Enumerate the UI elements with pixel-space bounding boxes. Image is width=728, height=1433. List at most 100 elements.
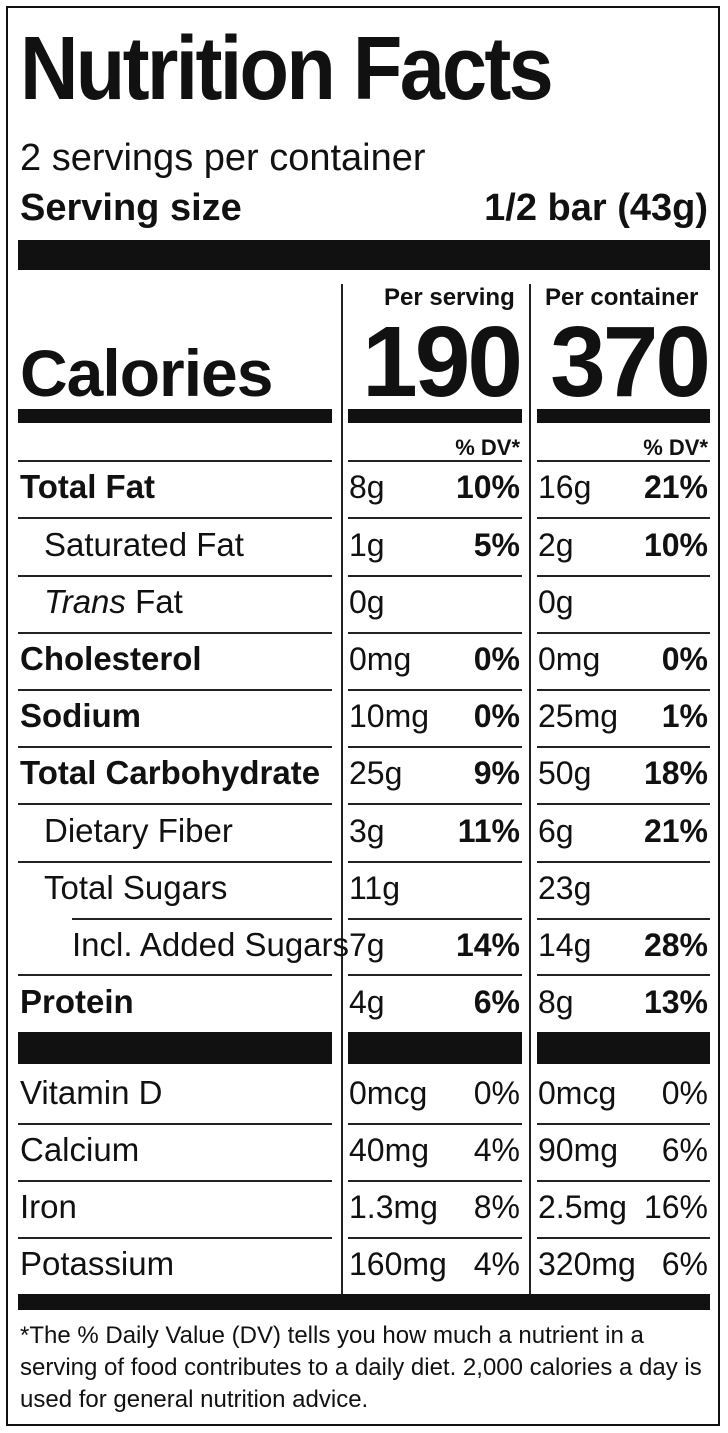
container-dv: 13% [643, 984, 708, 1020]
column-divider-left [341, 284, 343, 1294]
row-divider [537, 1180, 710, 1182]
row-divider [537, 918, 710, 920]
serving-amount: 160mg [349, 1246, 447, 1282]
serving-amount: 0mcg [349, 1075, 428, 1111]
row-divider [348, 1123, 522, 1125]
daily-value-footnote: *The % Daily Value (DV) tells you how mu… [20, 1322, 702, 1413]
serving-size-value: 1/2 bar (43g) [484, 187, 708, 229]
thick-divider-vitamins-label [18, 1032, 332, 1064]
serving-amount: 3g [349, 813, 385, 849]
serving-amount: 25g [349, 755, 403, 791]
row-divider [18, 861, 332, 863]
container-dv: 1% [661, 698, 708, 734]
calories-per-container: 370 [550, 306, 711, 418]
container-dv: 6% [661, 1246, 708, 1282]
per-serving-heading: Per serving [384, 284, 515, 311]
servings-per-container: 2 servings per container [20, 137, 426, 179]
bottom-divider [18, 1294, 710, 1310]
label-title: Nutrition Facts [20, 19, 554, 119]
thick-divider-vitamins-container [537, 1032, 710, 1064]
row-divider [348, 517, 522, 519]
row-divider [18, 1237, 332, 1239]
row-divider [537, 1237, 710, 1239]
serving-dv: 0% [473, 1075, 520, 1111]
serving-dv: 5% [473, 527, 520, 563]
serving-dv: 10% [455, 469, 520, 505]
container-amount: 16g [538, 469, 592, 505]
row-divider [18, 632, 332, 634]
trans-italic: Trans [44, 583, 126, 620]
row-divider [537, 1123, 710, 1125]
serving-amount: 0g [349, 584, 385, 620]
serving-amount: 11g [349, 870, 401, 906]
row-divider [18, 974, 332, 976]
row-divider [18, 1180, 332, 1182]
vitamin-label-calcium: Calcium [20, 1131, 140, 1168]
vitamin-label-vitamin-d: Vitamin D [20, 1074, 163, 1111]
row-divider [537, 974, 710, 976]
row-divider [18, 1123, 332, 1125]
serving-amount: 7g [349, 927, 385, 963]
nutrient-label-dietary-fiber: Dietary Fiber [44, 812, 233, 849]
row-divider [348, 803, 522, 805]
row-divider [537, 517, 710, 519]
serving-dv: 11% [457, 813, 520, 849]
vitamin-label-iron: Iron [20, 1188, 77, 1225]
container-dv: 0% [661, 1075, 708, 1111]
serving-dv: 0% [473, 641, 520, 677]
per-container-heading: Per container [545, 284, 699, 311]
row-divider [72, 918, 332, 920]
row-divider [537, 689, 710, 691]
row-divider [537, 803, 710, 805]
row-divider [348, 1237, 522, 1239]
container-amount: 0g [538, 584, 574, 620]
container-amount: 50g [538, 755, 592, 791]
serving-amount: 1.3mg [349, 1189, 438, 1225]
serving-amount: 8g [349, 469, 385, 505]
nutrient-label-saturated-fat: Saturated Fat [44, 526, 244, 563]
row-divider [18, 575, 332, 577]
container-dv: 16% [643, 1189, 708, 1225]
thick-divider-top [18, 240, 710, 270]
row-divider [537, 746, 710, 748]
row-divider [537, 460, 710, 462]
row-divider [537, 632, 710, 634]
calories-per-serving: 190 [362, 306, 523, 418]
container-amount: 8g [538, 984, 574, 1020]
container-dv: 18% [643, 755, 708, 791]
container-dv: 10% [643, 527, 708, 563]
row-divider [537, 575, 710, 577]
row-divider [348, 689, 522, 691]
row-divider [18, 689, 332, 691]
row-divider [348, 632, 522, 634]
container-amount: 0mcg [538, 1075, 617, 1111]
calories-label: Calories [20, 336, 273, 410]
container-dv: 21% [643, 469, 708, 505]
thick-divider-vitamins-serving [348, 1032, 522, 1064]
serving-dv: 6% [473, 984, 520, 1020]
row-divider [348, 974, 522, 976]
column-divider-right [529, 284, 531, 1294]
container-amount: 6g [538, 813, 574, 849]
dv-heading-serving: % DV* [455, 435, 520, 460]
serving-amount: 10mg [349, 698, 430, 734]
dv-heading-container: % DV* [643, 435, 708, 460]
row-divider [18, 460, 332, 462]
row-divider [537, 861, 710, 863]
container-amount: 25mg [538, 698, 619, 734]
nutrient-label-total-carbohydrate: Total Carbohydrate [20, 754, 321, 791]
nutrient-label-sodium: Sodium [20, 697, 141, 734]
row-divider [18, 746, 332, 748]
serving-amount: 40mg [349, 1132, 430, 1168]
container-amount: 0mg [538, 641, 601, 677]
serving-dv: 9% [473, 755, 520, 791]
row-divider [348, 1180, 522, 1182]
nutrient-label-added-sugars: Incl. Added Sugars [72, 926, 350, 963]
trans-fat-suffix: Fat [125, 583, 183, 620]
row-divider [348, 746, 522, 748]
serving-size-label: Serving size [20, 187, 242, 229]
row-divider [348, 575, 522, 577]
row-divider [348, 918, 522, 920]
serving-amount: 1g [349, 527, 385, 563]
serving-dv: 8% [473, 1189, 520, 1225]
